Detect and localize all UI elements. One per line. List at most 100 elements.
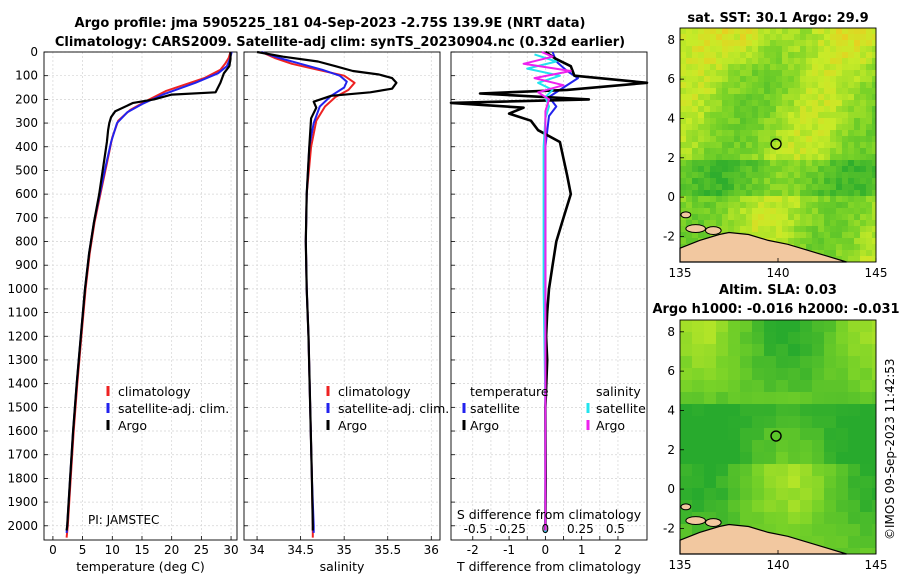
- map-y-tick-label: 0: [667, 482, 675, 496]
- map-cell: [746, 64, 753, 71]
- map-cell: [698, 190, 705, 197]
- map-cell: [698, 28, 705, 35]
- map-cell: [818, 178, 825, 185]
- y-tick-label: 1900: [7, 495, 38, 509]
- map-cell: [782, 106, 789, 113]
- map-cell: [764, 76, 771, 83]
- map-cell: [692, 452, 705, 465]
- map-cell: [734, 220, 741, 227]
- map-cell: [824, 88, 831, 95]
- map-cell: [842, 214, 849, 221]
- s-tick-label: -0.25: [495, 522, 526, 536]
- map-cell: [866, 214, 873, 221]
- map-cell: [806, 100, 813, 107]
- map-cell: [800, 202, 807, 209]
- series-line-temperature-argo: [449, 50, 649, 531]
- map-cell: [716, 52, 723, 59]
- map-cell: [716, 202, 723, 209]
- map-cell: [860, 46, 867, 53]
- map-cell: [758, 142, 765, 149]
- map-cell: [734, 46, 741, 53]
- map-cell: [824, 34, 831, 41]
- map-cell: [770, 64, 777, 71]
- map-cell: [698, 142, 705, 149]
- land-mass: [679, 523, 847, 555]
- map-cell: [710, 88, 717, 95]
- map-cell: [848, 160, 855, 167]
- map-cell: [848, 226, 855, 233]
- map-cell: [746, 130, 753, 137]
- map-cell: [692, 40, 699, 47]
- map-cell: [692, 112, 699, 119]
- map-cell: [842, 106, 849, 113]
- map-cell: [710, 142, 717, 149]
- map-cell: [854, 178, 861, 185]
- map-cell: [698, 220, 705, 227]
- map-cell: [686, 58, 693, 65]
- map-cell: [710, 64, 717, 71]
- map-cell: [728, 64, 735, 71]
- map-cell: [812, 34, 819, 41]
- map-cell: [782, 196, 789, 203]
- map-cell: [698, 184, 705, 191]
- s-difference-label: S difference from climatology: [457, 507, 642, 522]
- map-cell: [818, 34, 825, 41]
- map-cell: [872, 500, 877, 513]
- map-cell: [710, 136, 717, 143]
- map-cell: [722, 202, 729, 209]
- map-cell: [716, 28, 723, 35]
- salinity-panel: 34 34.5 35 35.5 36salinityclimatologysatelli…: [243, 50, 449, 574]
- map-cell: [728, 184, 735, 191]
- map-cell: [740, 160, 747, 167]
- map-cell: [776, 58, 783, 65]
- map-cell: [758, 124, 765, 131]
- map-cell: [794, 40, 801, 47]
- map-cell: [716, 58, 723, 65]
- map-cell: [794, 226, 801, 233]
- map-cell: [728, 190, 735, 197]
- map-cell: [872, 142, 877, 149]
- map-cell: [776, 368, 789, 381]
- map-cell: [776, 166, 783, 173]
- map-cell: [776, 190, 783, 197]
- map-cell: [818, 160, 825, 167]
- map-cell: [722, 208, 729, 215]
- map-cell: [764, 94, 771, 101]
- map-cell: [728, 142, 735, 149]
- map-cell: [794, 88, 801, 95]
- map-cell: [776, 124, 783, 131]
- map-cell: [818, 58, 825, 65]
- map-cell: [680, 100, 687, 107]
- map-cell: [818, 244, 825, 251]
- map-cell: [704, 160, 711, 167]
- map-cell: [752, 64, 759, 71]
- map-cell: [758, 88, 765, 95]
- map-cell: [854, 208, 861, 215]
- map-cell: [722, 166, 729, 173]
- map-cell: [854, 172, 861, 179]
- map-cell: [692, 34, 699, 41]
- map-cell: [734, 52, 741, 59]
- map-cell: [740, 184, 747, 191]
- map-cell: [758, 214, 765, 221]
- s-tick-label: 0: [542, 522, 550, 536]
- map-cell: [848, 82, 855, 89]
- map-cell: [722, 172, 729, 179]
- map-cell: [788, 28, 795, 35]
- map-cell: [872, 428, 877, 441]
- map-cell: [860, 488, 873, 501]
- map-cell: [794, 166, 801, 173]
- map-cell: [752, 82, 759, 89]
- map-cell: [740, 464, 753, 477]
- map-cell: [848, 232, 855, 239]
- map-cell: [740, 64, 747, 71]
- map-cell: [710, 124, 717, 131]
- map-cell: [860, 250, 867, 257]
- map-cell: [710, 70, 717, 77]
- map-cell: [818, 64, 825, 71]
- map-cell: [830, 232, 837, 239]
- map-cell: [872, 452, 877, 465]
- map-cell: [794, 136, 801, 143]
- map-cell: [872, 160, 877, 167]
- map-cell: [854, 82, 861, 89]
